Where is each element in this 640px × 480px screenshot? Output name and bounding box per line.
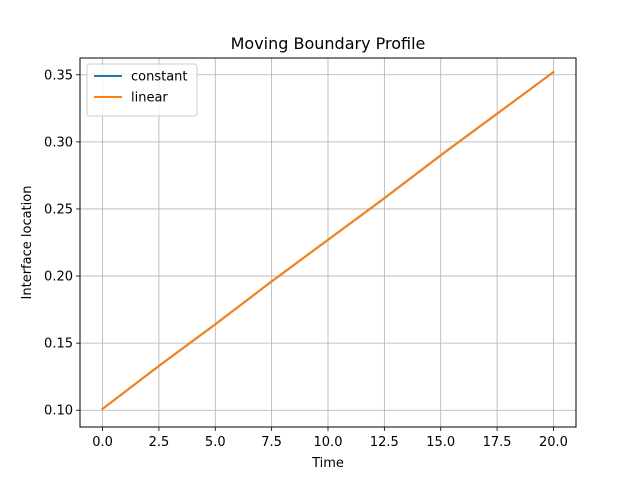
x-tick-label: 0.0 [92, 435, 113, 450]
x-tick-label: 10.0 [314, 435, 343, 450]
grid [80, 58, 576, 427]
y-axis-label: Interface location [20, 186, 35, 300]
x-tick-label: 17.5 [483, 435, 512, 450]
y-tick-label: 0.20 [44, 270, 73, 285]
y-tick-label: 0.30 [44, 135, 73, 150]
x-tick-label: 20.0 [539, 435, 568, 450]
x-tick-label: 7.5 [261, 435, 282, 450]
y-tick-label: 0.35 [44, 68, 73, 83]
y-tick-label: 0.15 [44, 337, 73, 352]
axis-ticks: 0.0 2.5 5.0 7.5 10.0 12.5 15.0 17.5 20.0 0.10 0.15… [44, 68, 568, 450]
y-tick-label: 0.10 [44, 404, 73, 419]
legend-label-constant: constant [131, 70, 188, 85]
legend-label-linear: linear [131, 91, 168, 106]
series-line-linear [101, 70, 555, 411]
legend: constant linear [86, 63, 198, 117]
x-tick-label: 5.0 [205, 435, 226, 450]
series-lines [101, 70, 555, 411]
y-tick-label: 0.25 [44, 202, 73, 217]
x-tick-label: 2.5 [149, 435, 170, 450]
x-axis-label: Time [311, 456, 344, 471]
x-tick-label: 12.5 [370, 435, 399, 450]
chart-title: Moving Boundary Profile [231, 34, 426, 53]
x-tick-label: 15.0 [426, 435, 455, 450]
